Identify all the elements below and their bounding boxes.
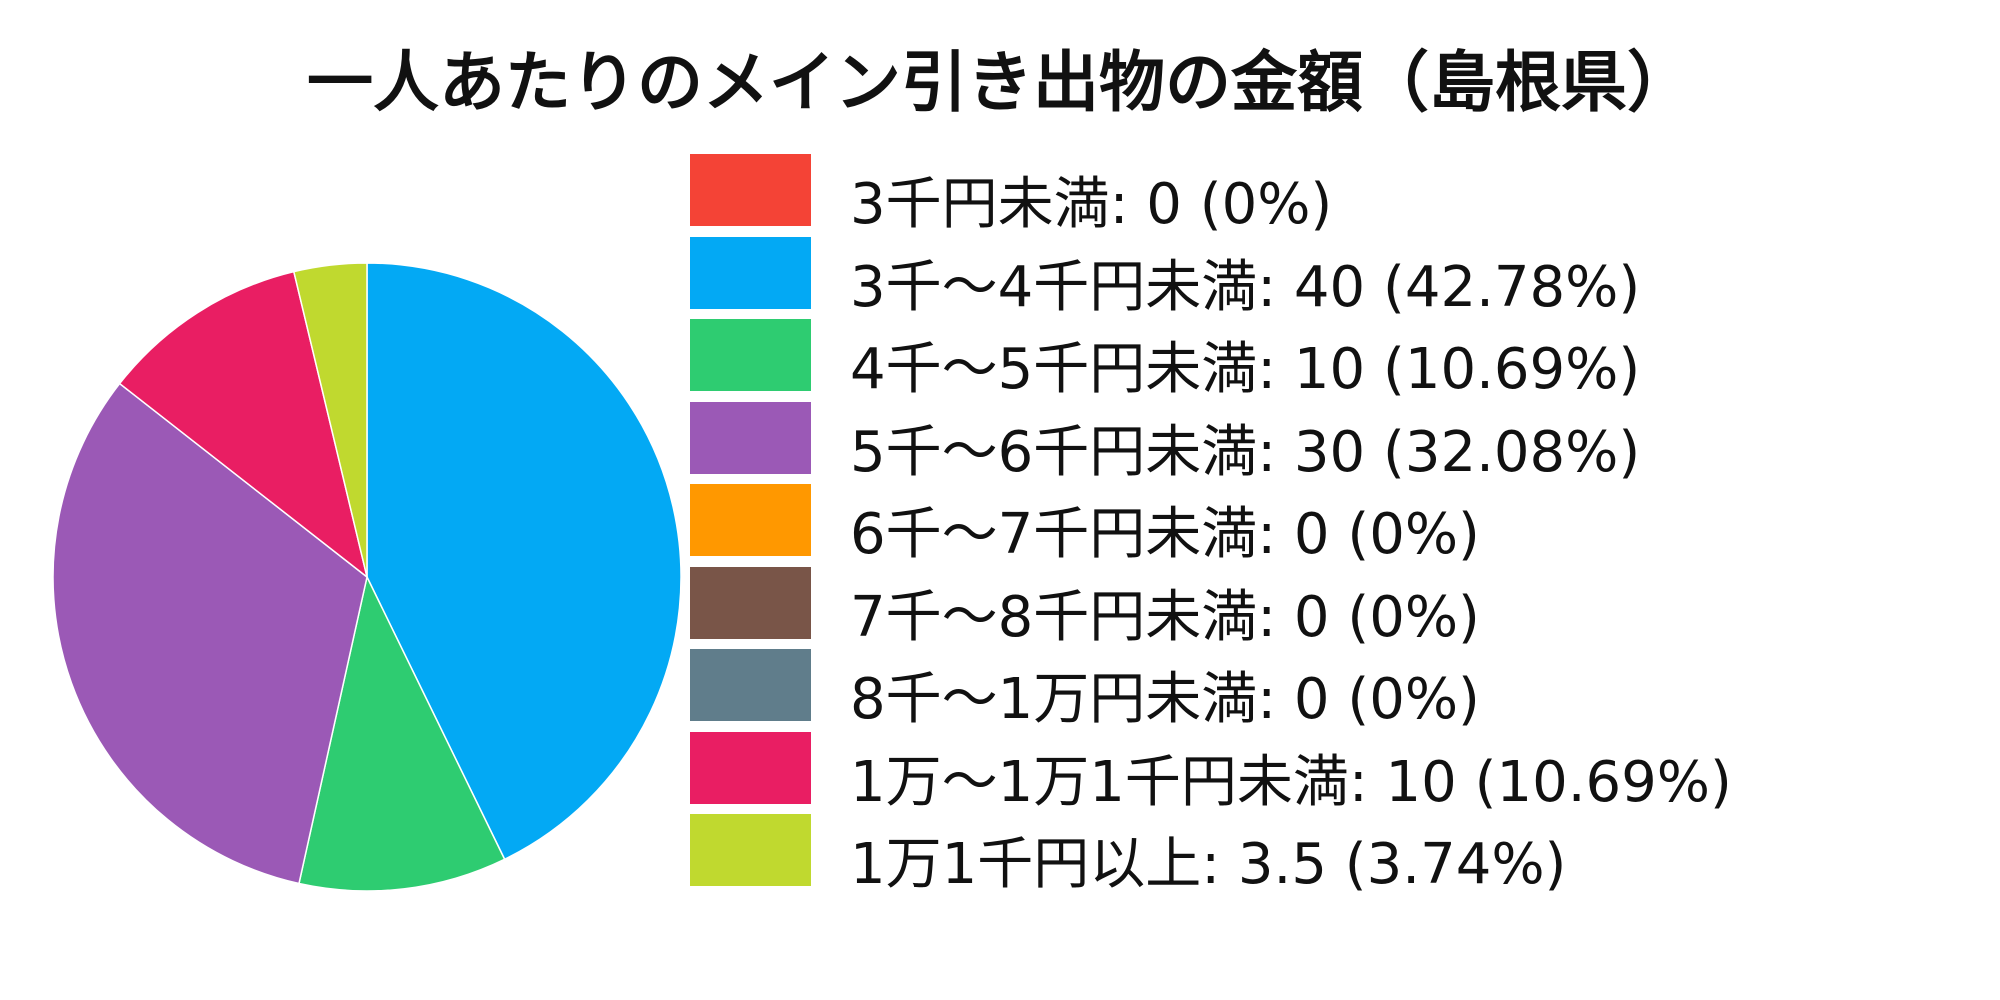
- pie-slices: [52, 262, 682, 892]
- legend-swatch-1: [690, 236, 811, 309]
- legend-swatch-4: [690, 484, 811, 556]
- legend-label-1: 3千～4千円未満: 40 (42.78%): [850, 254, 1641, 320]
- legend-swatch-8: [690, 814, 811, 886]
- legend-label-3: 5千～6千円未満: 30 (32.08%): [850, 419, 1641, 485]
- legend-label-2: 4千～5千円未満: 10 (10.69%): [850, 337, 1641, 402]
- legend-swatch-0: [690, 154, 811, 226]
- legend-label-5: 7千～8千円未満: 0 (0%): [850, 584, 1480, 650]
- legend-swatch-2: [690, 319, 811, 391]
- legend-label-0: 3千円未満: 0 (0%): [850, 172, 1333, 237]
- legend-swatch-3: [690, 401, 811, 474]
- legend-label-4: 6千～7千円未満: 0 (0%): [850, 502, 1480, 567]
- legend-swatch-6: [690, 649, 811, 721]
- pie-slice-2: [298, 576, 506, 892]
- pie-slice-3: [52, 382, 368, 885]
- pie-slice-1: [366, 262, 682, 860]
- pie-slice-7: [118, 270, 368, 578]
- pie-slice-8: [293, 262, 368, 578]
- legend-label-6: 8千～1万円未満: 0 (0%): [850, 667, 1480, 732]
- legend-label-7: 1万～1万1千円未満: 10 (10.69%): [850, 749, 1732, 815]
- legend-swatch-7: [690, 731, 811, 804]
- legend-swatch-5: [690, 566, 811, 639]
- chart-title: 一人あたりのメイン引き出物の金額（島根県）: [307, 44, 1693, 121]
- legend-label-8: 1万1千円以上: 3.5 (3.74%): [850, 832, 1567, 897]
